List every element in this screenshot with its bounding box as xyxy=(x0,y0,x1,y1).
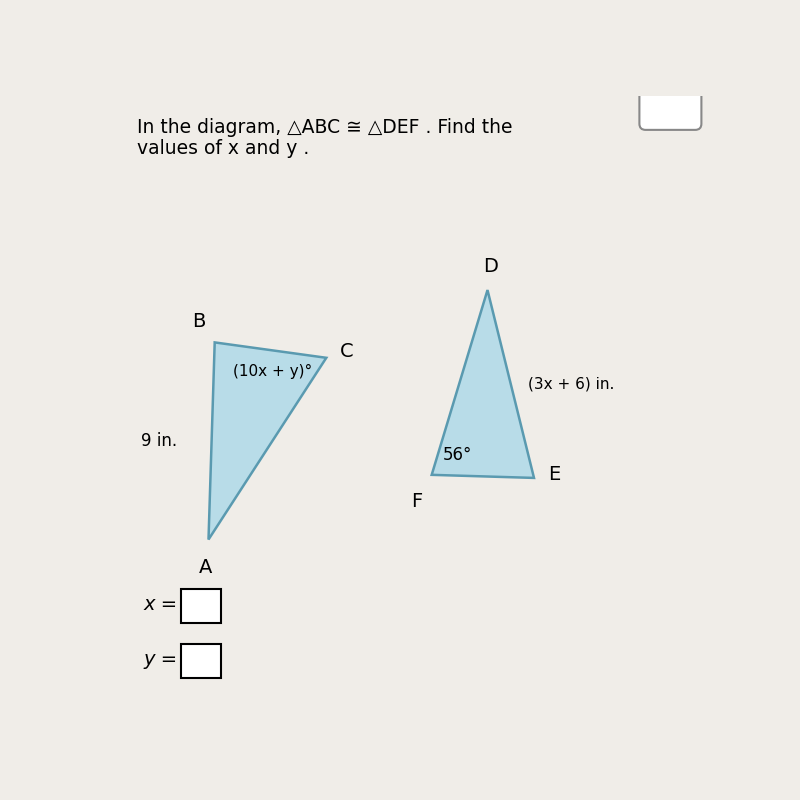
Text: x =: x = xyxy=(143,594,178,614)
Text: A: A xyxy=(198,558,212,577)
FancyBboxPatch shape xyxy=(639,81,702,130)
Text: D: D xyxy=(483,258,498,277)
Text: F: F xyxy=(411,492,422,511)
Text: C: C xyxy=(340,342,354,361)
Text: 56°: 56° xyxy=(443,446,472,464)
Text: (3x + 6) in.: (3x + 6) in. xyxy=(528,377,614,391)
Text: (10x + y)°: (10x + y)° xyxy=(234,364,313,379)
Text: B: B xyxy=(193,312,206,331)
Polygon shape xyxy=(209,342,326,539)
Text: 9 in.: 9 in. xyxy=(142,432,178,450)
Text: y =: y = xyxy=(143,650,178,669)
FancyBboxPatch shape xyxy=(181,589,221,622)
Text: values of x and y .: values of x and y . xyxy=(138,139,310,158)
Text: E: E xyxy=(548,466,560,484)
Text: In the diagram, △ABC ≅ △DEF . Find the: In the diagram, △ABC ≅ △DEF . Find the xyxy=(138,118,513,137)
Polygon shape xyxy=(432,290,534,478)
FancyBboxPatch shape xyxy=(181,644,221,678)
